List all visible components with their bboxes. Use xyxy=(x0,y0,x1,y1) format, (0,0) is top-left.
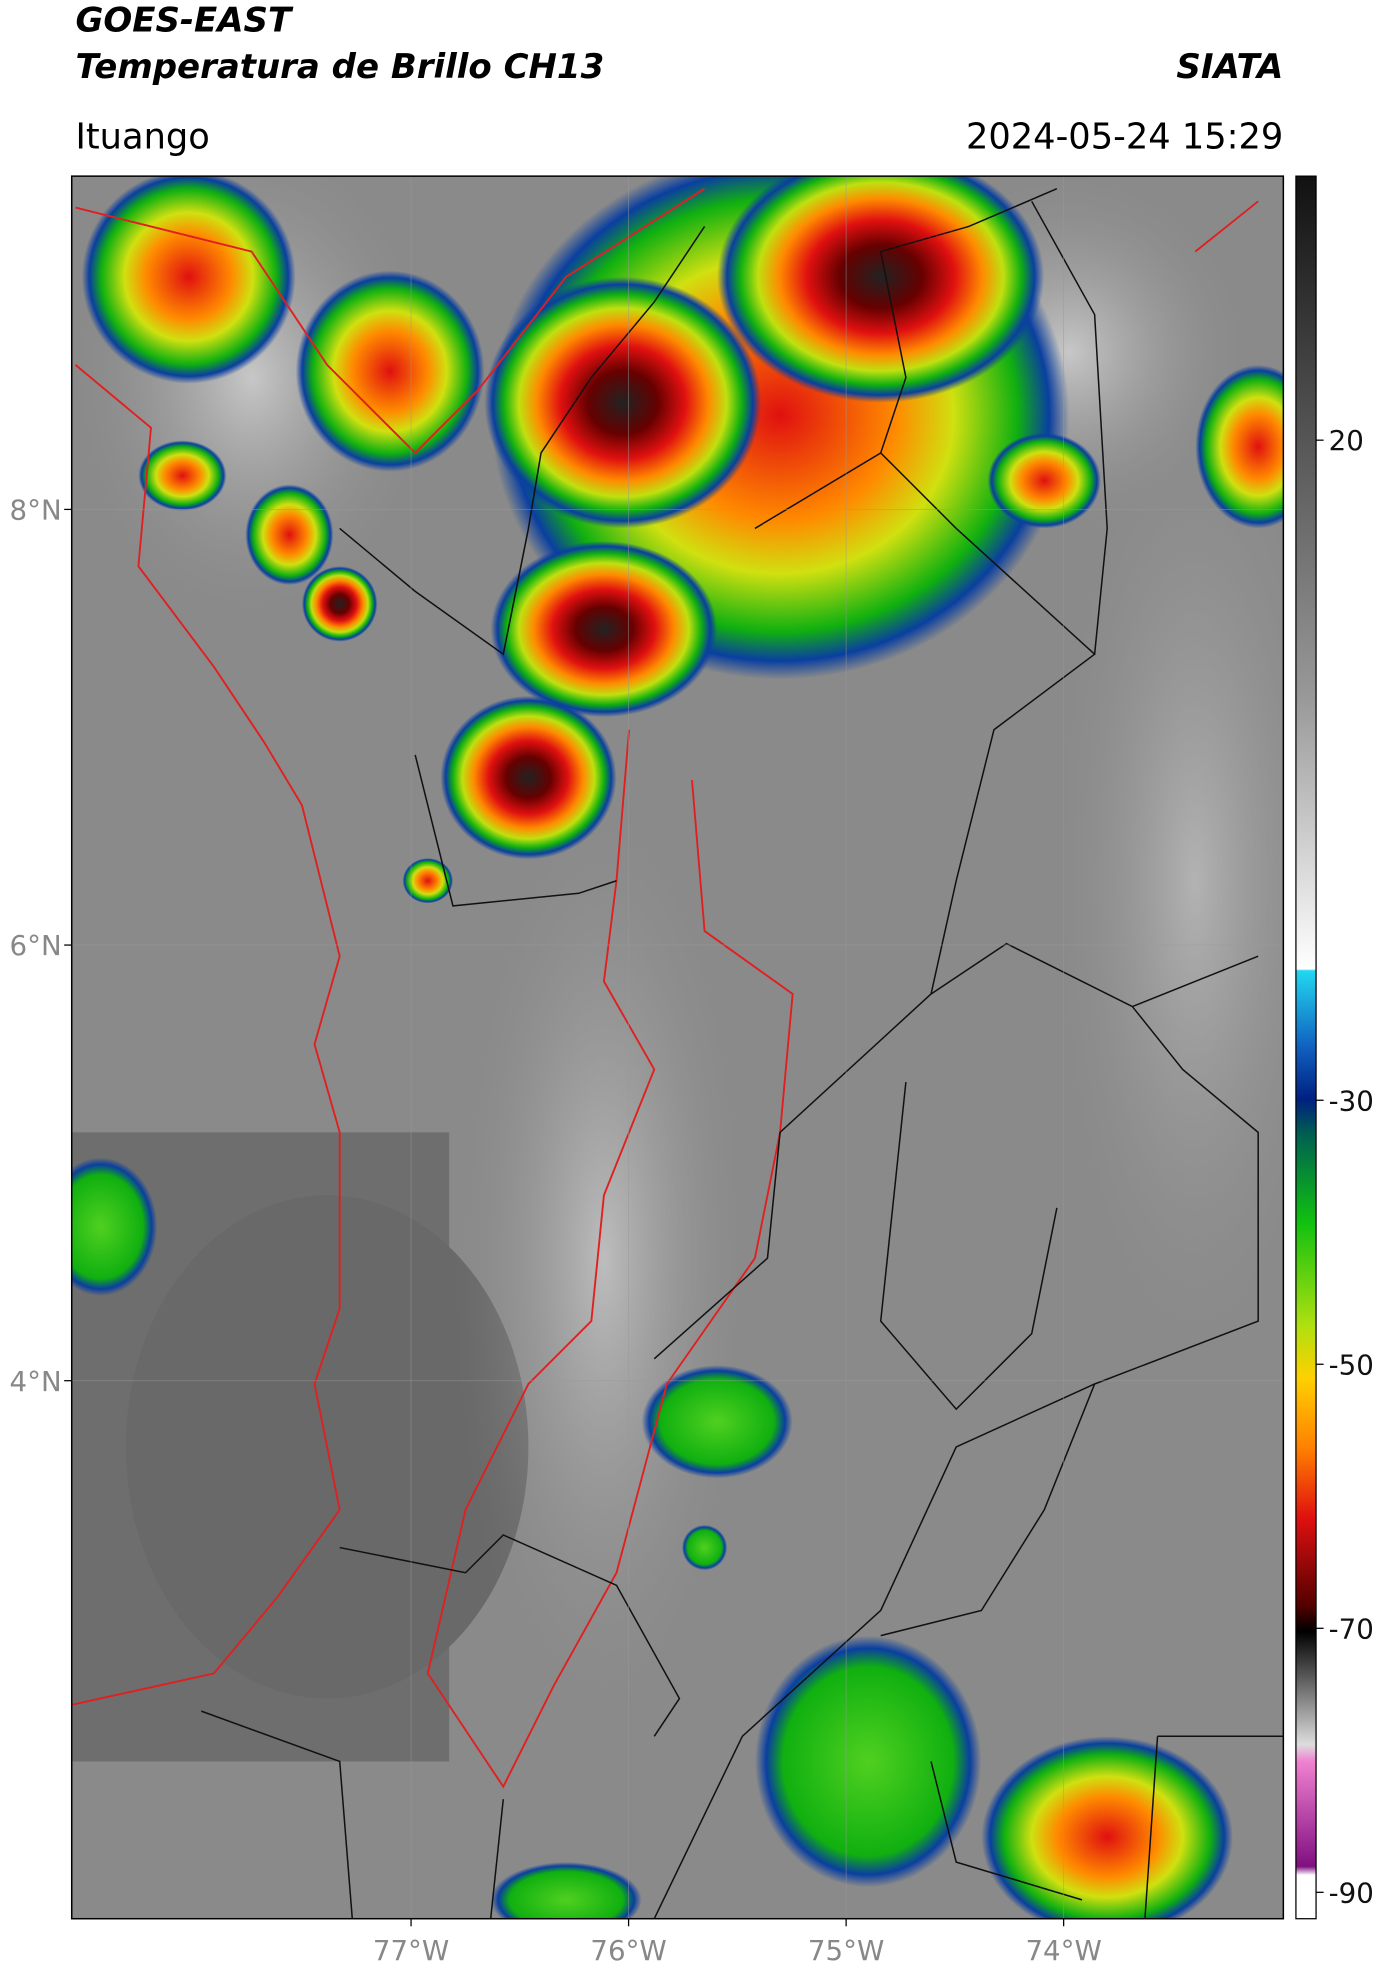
map-frame xyxy=(70,175,1285,1920)
colorbar-tick-label: -30 xyxy=(1329,1084,1374,1117)
y-tick-label: 4°N xyxy=(10,1365,62,1398)
colorbar-tick-label: -50 xyxy=(1329,1348,1374,1381)
y-tick-label: 6°N xyxy=(10,929,62,962)
x-tick-label: 77°W xyxy=(373,1934,449,1967)
graticule: 77°W 76°W 75°W 74°W 8°N 6°N 4°N xyxy=(10,176,1284,1967)
agency: SIATA xyxy=(1176,47,1283,87)
colorbar-tick-label: 20 xyxy=(1329,424,1364,457)
location: Ituango xyxy=(75,116,209,157)
satellite: GOES-EAST xyxy=(75,0,293,40)
colorbar-ticks: 20 -30 -50 -70 -90 xyxy=(1316,424,1374,1909)
datetime: 2024-05-24 15:29 xyxy=(966,116,1283,157)
x-tick-label: 74°W xyxy=(1025,1934,1101,1967)
x-tick-label: 75°W xyxy=(808,1934,884,1967)
colorbar xyxy=(1295,175,1317,1920)
colorbar-tick-label: -70 xyxy=(1329,1612,1374,1645)
x-tick-label: 76°W xyxy=(590,1934,666,1967)
satellite-image xyxy=(71,176,1284,1919)
y-tick-label: 8°N xyxy=(10,493,62,526)
colorbar-tick-label: -90 xyxy=(1329,1876,1374,1909)
product: Temperatura de Brillo CH13 xyxy=(75,47,604,87)
